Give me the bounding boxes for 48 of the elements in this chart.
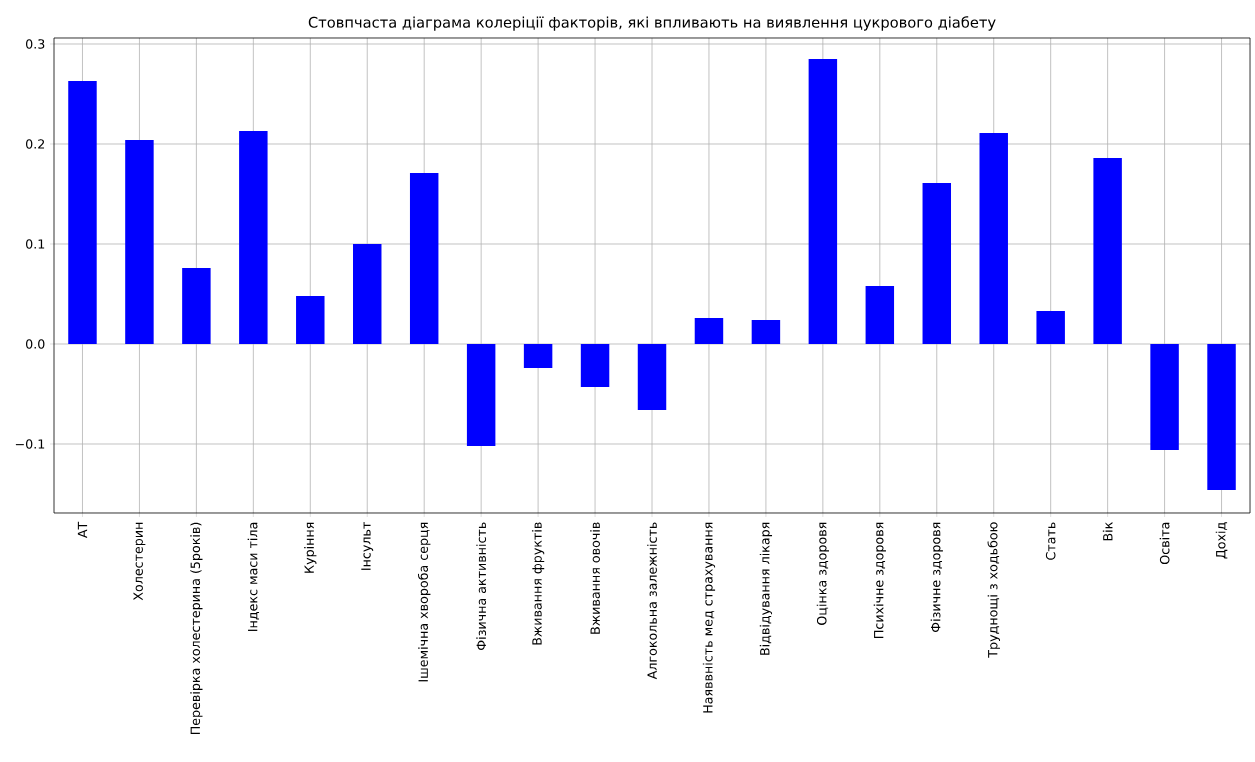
bar [1093, 157, 1122, 344]
bar [694, 318, 724, 344]
bar [466, 344, 496, 446]
x-tick-label: АТ [77, 521, 88, 538]
x-tick-label: Фізичне здоровя [930, 522, 943, 633]
y-tick-label: 0.3 [26, 39, 45, 49]
x-tick-label: Освіта [1159, 522, 1170, 565]
bar [808, 58, 838, 344]
bar [182, 267, 211, 344]
x-tick-label: Інсульт [361, 522, 374, 570]
bar [296, 295, 325, 344]
y-tick-label: 0.0 [26, 339, 45, 349]
x-tick-label: Перевірка холестерина (5років) [190, 522, 203, 735]
bar [1036, 310, 1065, 344]
x-tick-label: Ішемічна хвороба серця [417, 522, 431, 682]
bar [239, 130, 268, 344]
y-tick-label: −0.1 [15, 439, 45, 449]
x-tick-label: Труднощі з ходьбою [987, 522, 1000, 658]
x-tick-label: Вживання овочів [590, 522, 600, 634]
x-tick-label: Холестерин [133, 522, 146, 601]
x-tick-label: Відвідування лікаря [759, 522, 773, 655]
x-tick-label: Вік [1102, 522, 1113, 541]
bar [68, 80, 97, 344]
bar [1207, 344, 1236, 490]
bar [125, 139, 154, 344]
x-tick-label: Стать [1045, 522, 1056, 560]
x-tick-label: Куріння [304, 522, 317, 573]
bar [353, 243, 382, 344]
x-tick-label: Дохід [1215, 522, 1228, 559]
y-tick-label: 0.2 [26, 139, 45, 149]
bar [580, 344, 610, 387]
bar [922, 182, 952, 344]
x-tick-label: Індекс маси тіла [247, 522, 260, 631]
bar [979, 132, 1008, 344]
x-tick-label: Наяввність мед страхування [702, 522, 716, 713]
bar [751, 320, 781, 344]
bar [409, 172, 439, 344]
chart-title: Стовпчаста діаграма колеріції факторів, які впливають на виявлення цукрового діабету [308, 16, 996, 31]
bar [865, 285, 895, 344]
x-tick-label: Оцінка здоровя [816, 522, 829, 625]
x-tick-label: Алгокольна залежність [647, 522, 657, 680]
y-tick-label: 0.1 [26, 239, 45, 249]
x-tick-label: Психічне здоровя [873, 522, 886, 638]
bar [637, 344, 667, 410]
bar [1150, 344, 1179, 450]
bar [523, 344, 553, 368]
x-tick-label: Вживання фруктів [531, 522, 545, 645]
x-tick-label: Фізична активність [476, 522, 487, 650]
